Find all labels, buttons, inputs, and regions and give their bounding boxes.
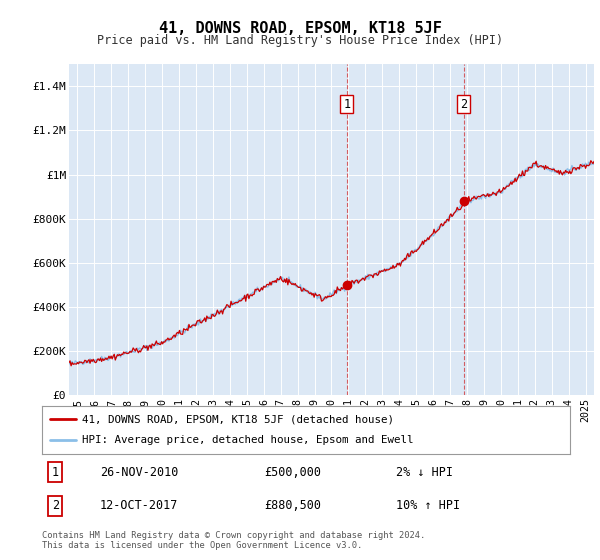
Text: 41, DOWNS ROAD, EPSOM, KT18 5JF: 41, DOWNS ROAD, EPSOM, KT18 5JF [158, 21, 442, 36]
Text: Contains HM Land Registry data © Crown copyright and database right 2024.
This d: Contains HM Land Registry data © Crown c… [42, 531, 425, 550]
Text: 10% ↑ HPI: 10% ↑ HPI [396, 499, 460, 512]
Text: Price paid vs. HM Land Registry's House Price Index (HPI): Price paid vs. HM Land Registry's House … [97, 34, 503, 46]
Text: 12-OCT-2017: 12-OCT-2017 [100, 499, 178, 512]
Text: 41, DOWNS ROAD, EPSOM, KT18 5JF (detached house): 41, DOWNS ROAD, EPSOM, KT18 5JF (detache… [82, 414, 394, 424]
Text: £880,500: £880,500 [264, 499, 321, 512]
Text: 2: 2 [52, 499, 59, 512]
Text: 2% ↓ HPI: 2% ↓ HPI [396, 465, 453, 479]
Text: 1: 1 [343, 97, 350, 110]
Text: 1: 1 [52, 465, 59, 479]
Text: 26-NOV-2010: 26-NOV-2010 [100, 465, 178, 479]
Text: £500,000: £500,000 [264, 465, 321, 479]
Text: HPI: Average price, detached house, Epsom and Ewell: HPI: Average price, detached house, Epso… [82, 435, 413, 445]
Text: 2: 2 [460, 97, 467, 110]
